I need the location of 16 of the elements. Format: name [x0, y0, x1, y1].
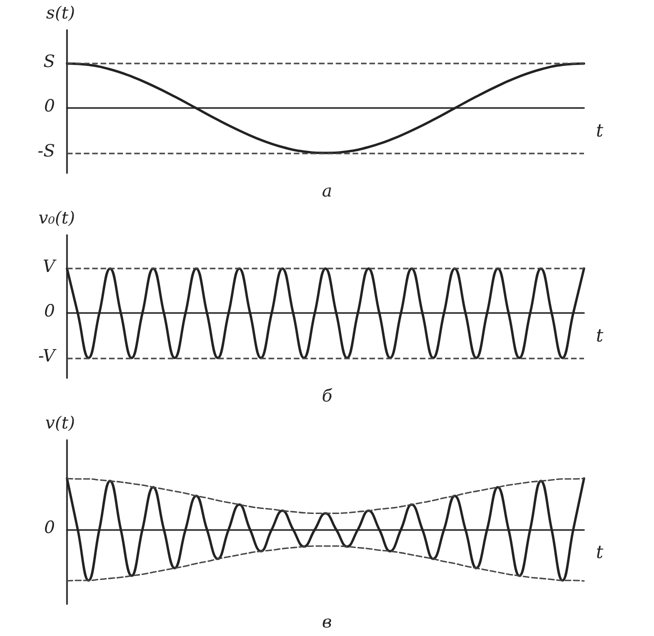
text: в: [322, 612, 332, 632]
text: V: [42, 257, 57, 278]
text: 0: [44, 302, 56, 322]
x-axis-title: t: [596, 326, 604, 347]
y-axis-title: v₀(t): [38, 208, 75, 228]
text: -V: [38, 346, 57, 366]
text: 0: [44, 96, 56, 117]
x-axis-title: t: [596, 542, 604, 564]
y-axis-title: s(t): [46, 4, 75, 24]
text: а: [322, 182, 332, 202]
text: -S: [38, 141, 55, 162]
text: б: [322, 386, 333, 406]
y-axis-title: v(t): [45, 414, 75, 434]
text: 0: [44, 518, 56, 538]
text: S: [43, 52, 56, 72]
x-axis-title: t: [596, 120, 604, 142]
